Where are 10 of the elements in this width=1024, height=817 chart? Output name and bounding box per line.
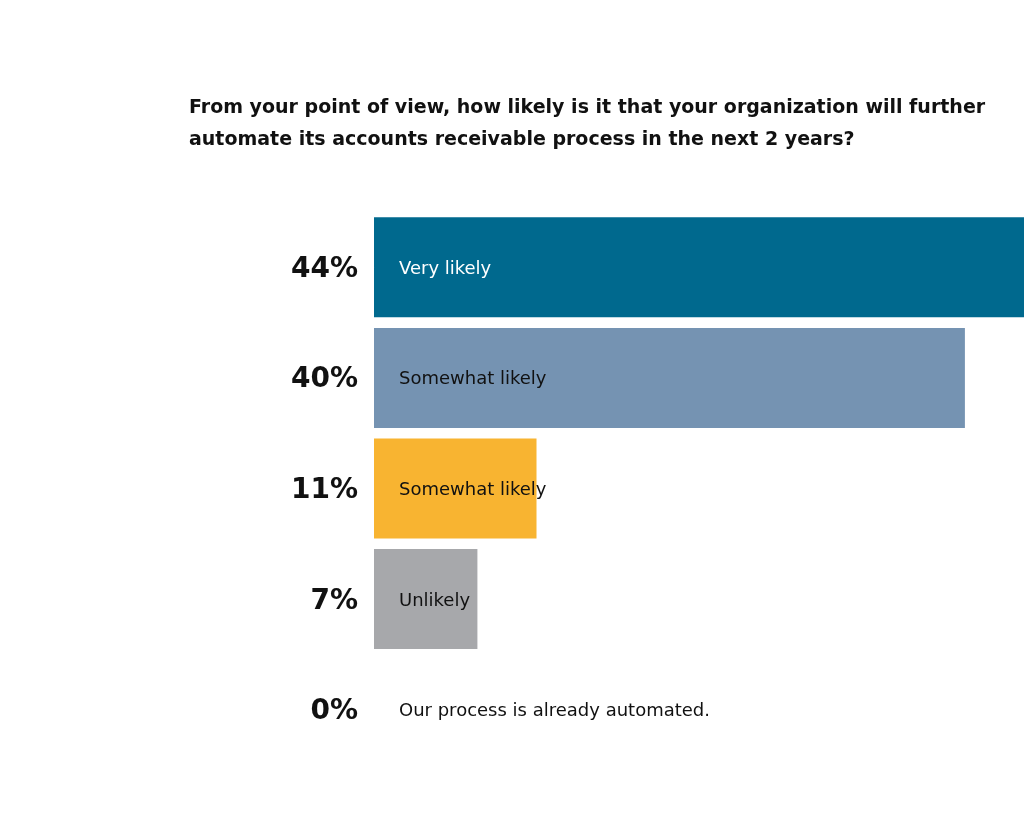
data-label: 11% xyxy=(290,472,358,505)
chart-title: From your point of view, how likely is it that your organization will further automate its accounts receivable process in the next 2 years? xyxy=(189,95,992,149)
data-label: 40% xyxy=(290,361,358,395)
data-label: 7% xyxy=(310,582,358,616)
y-tick-label: Somewhat likely xyxy=(399,367,547,389)
y-tick-label: Unlikely xyxy=(399,588,471,610)
y-tick-label: Our process is already automated. xyxy=(399,699,710,721)
y-tick-label: Very likely xyxy=(399,256,492,278)
data-label: 0% xyxy=(310,693,358,727)
data-label: 44% xyxy=(290,250,358,284)
